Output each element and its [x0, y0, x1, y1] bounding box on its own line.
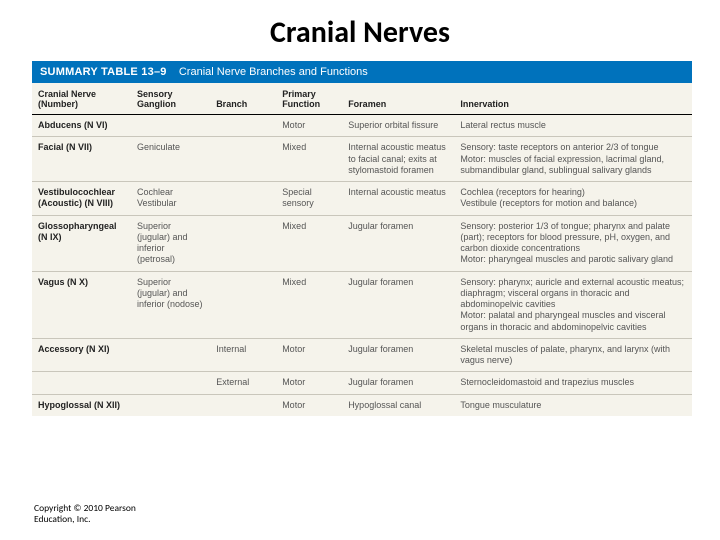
cell-foramen: Jugular foramen — [342, 271, 454, 338]
table-row: Accessory (N XI) InternalMotorJugular for… — [32, 338, 692, 372]
cell-branch — [210, 182, 276, 216]
table-row: Glossopharyngeal (N IX)Superior (jugular… — [32, 215, 692, 271]
cell-nerve: Facial (N VII) — [32, 137, 131, 182]
cell-ganglion: Superior (jugular) and inferior (nodose) — [131, 271, 210, 338]
cell-foramen: Jugular foramen — [342, 372, 454, 394]
table-row: Hypoglossal (N XII) MotorHypoglossal cana… — [32, 394, 692, 416]
cell-nerve — [32, 372, 131, 394]
cell-foramen: Jugular foramen — [342, 338, 454, 372]
col-nerve: Cranial Nerve(Number) — [32, 83, 131, 115]
cell-foramen: Internal acoustic meatus to facial canal… — [342, 137, 454, 182]
cell-innervation: Sternocleidomastoid and trapezius muscle… — [454, 372, 692, 394]
banner-heading: Cranial Nerve Branches and Functions — [179, 66, 368, 78]
cell-ganglion — [131, 394, 210, 416]
table-row: Abducens (N VI) MotorSuperior orbital fis… — [32, 115, 692, 137]
cell-branch — [210, 115, 276, 137]
cell-nerve: Vagus (N X) — [32, 271, 131, 338]
col-branch: Branch — [210, 83, 276, 115]
cell-foramen: Superior orbital fissure — [342, 115, 454, 137]
cell-nerve: Hypoglossal (N XII) — [32, 394, 131, 416]
cell-function: Special sensory — [276, 182, 342, 216]
cell-function: Motor — [276, 338, 342, 372]
cell-innervation: Skeletal muscles of palate, pharynx, and… — [454, 338, 692, 372]
cell-function: Motor — [276, 115, 342, 137]
cell-innervation: Sensory: pharynx; auricle and external a… — [454, 271, 692, 338]
copyright: Copyright © 2010 PearsonEducation, Inc. — [34, 503, 136, 524]
cell-ganglion: CochlearVestibular — [131, 182, 210, 216]
cell-foramen: Jugular foramen — [342, 215, 454, 271]
cell-branch — [210, 271, 276, 338]
page-title: Cranial Nerves — [0, 14, 720, 51]
cell-branch — [210, 215, 276, 271]
table-row: ExternalMotorJugular foramenSternocleido… — [32, 372, 692, 394]
col-function: PrimaryFunction — [276, 83, 342, 115]
cell-function: Mixed — [276, 215, 342, 271]
banner-label: SUMMARY TABLE 13–9 — [40, 66, 167, 78]
summary-table-container: SUMMARY TABLE 13–9 Cranial Nerve Branche… — [32, 61, 692, 416]
table-header-row: Cranial Nerve(Number) SensoryGanglion Br… — [32, 83, 692, 115]
cell-nerve: Glossopharyngeal (N IX) — [32, 215, 131, 271]
cell-innervation: Tongue musculature — [454, 394, 692, 416]
slide: Cranial Nerves SUMMARY TABLE 13–9 Crania… — [0, 0, 720, 540]
cell-ganglion — [131, 115, 210, 137]
table-row: Facial (N VII)Geniculate MixedInternal ac… — [32, 137, 692, 182]
table-banner: SUMMARY TABLE 13–9 Cranial Nerve Branche… — [32, 61, 692, 83]
cell-branch: External — [210, 372, 276, 394]
table-body: Abducens (N VI)MotorSuperior orbital fis… — [32, 115, 692, 416]
cell-branch — [210, 394, 276, 416]
table-row: Vestibulocochlear (Acoustic) (N VIII)Coc… — [32, 182, 692, 216]
cell-function: Mixed — [276, 271, 342, 338]
cell-branch — [210, 137, 276, 182]
cell-function: Motor — [276, 394, 342, 416]
cell-ganglion — [131, 372, 210, 394]
cell-ganglion: Geniculate — [131, 137, 210, 182]
cranial-nerves-table: Cranial Nerve(Number) SensoryGanglion Br… — [32, 83, 692, 416]
cell-foramen: Internal acoustic meatus — [342, 182, 454, 216]
col-foramen: Foramen — [342, 83, 454, 115]
cell-innervation: Lateral rectus muscle — [454, 115, 692, 137]
cell-function: Mixed — [276, 137, 342, 182]
cell-nerve: Abducens (N VI) — [32, 115, 131, 137]
cell-nerve: Vestibulocochlear (Acoustic) (N VIII) — [32, 182, 131, 216]
cell-function: Motor — [276, 372, 342, 394]
cell-innervation: Sensory: taste receptors on anterior 2/3… — [454, 137, 692, 182]
col-ganglion: SensoryGanglion — [131, 83, 210, 115]
cell-ganglion: Superior (jugular) and inferior (petrosa… — [131, 215, 210, 271]
cell-innervation: Sensory: posterior 1/3 of tongue; pharyn… — [454, 215, 692, 271]
table-row: Vagus (N X)Superior (jugular) and inferi… — [32, 271, 692, 338]
cell-ganglion — [131, 338, 210, 372]
col-innervation: Innervation — [454, 83, 692, 115]
cell-innervation: Cochlea (receptors for hearing)Vestibule… — [454, 182, 692, 216]
cell-foramen: Hypoglossal canal — [342, 394, 454, 416]
cell-branch: Internal — [210, 338, 276, 372]
cell-nerve: Accessory (N XI) — [32, 338, 131, 372]
